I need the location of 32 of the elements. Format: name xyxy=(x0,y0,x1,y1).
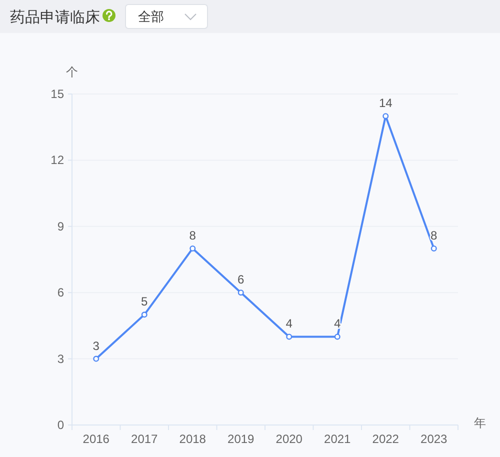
data-label: 8 xyxy=(430,228,438,242)
chart-title: 药品申请临床 xyxy=(10,9,100,26)
point xyxy=(141,312,148,318)
x-tick-label: 2021 xyxy=(324,432,352,446)
x-tick-label: 2016 xyxy=(82,432,110,446)
text: 全部 xyxy=(138,9,164,24)
x-tick-label: 2017 xyxy=(131,432,158,446)
x-tick-label: 2018 xyxy=(179,432,206,446)
point xyxy=(238,290,244,296)
data-label: 5 xyxy=(141,294,148,309)
x-tick-label: 2022 xyxy=(372,432,400,446)
x-tick-label: 2019 xyxy=(228,432,255,446)
data-label: 6 xyxy=(238,272,245,287)
data-label: 3 xyxy=(92,338,100,353)
y-tick-label: 0 xyxy=(57,418,64,432)
x-tick-label: 2023 xyxy=(420,432,448,446)
data-label: 4 xyxy=(286,316,293,331)
y-tick-label: 15 xyxy=(50,87,64,101)
point xyxy=(430,245,437,252)
data-label: 14 xyxy=(378,96,393,110)
y-tick-label: 3 xyxy=(57,352,64,366)
y-axis-title: 个 xyxy=(66,65,78,79)
y-tick-label: 6 xyxy=(57,286,64,300)
x-axis-title: 年 xyxy=(474,416,486,430)
data-label: 8 xyxy=(189,228,196,242)
y-tick-label: 12 xyxy=(50,153,64,168)
y-tick-label: 9 xyxy=(57,219,64,234)
point xyxy=(190,245,196,252)
point xyxy=(93,356,100,362)
point xyxy=(286,334,292,340)
point xyxy=(334,334,340,340)
x-tick-label: 2020 xyxy=(276,432,303,446)
